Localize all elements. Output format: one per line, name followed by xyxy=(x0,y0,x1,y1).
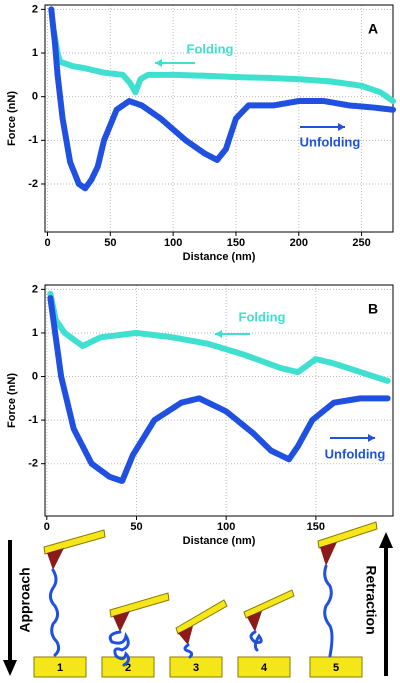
tip xyxy=(113,611,130,632)
tip xyxy=(178,626,193,645)
x-tick-label: 50 xyxy=(104,237,116,249)
plot-frame xyxy=(44,284,394,517)
tip xyxy=(47,548,64,570)
legend-label: Folding xyxy=(187,41,234,56)
retraction-label: Retraction xyxy=(363,565,379,634)
chart: -2 -1 0 1 2 0 50 100 150 Distance (nm) Force (nN) B… xyxy=(6,283,394,547)
tip xyxy=(247,611,262,632)
substrate xyxy=(237,656,291,678)
substrate xyxy=(309,656,363,678)
series-line xyxy=(47,295,391,485)
x-tick-label: 0 xyxy=(44,237,50,249)
x-tick-label: 100 xyxy=(164,237,182,249)
panel-label: B xyxy=(368,301,378,317)
panel-label: A xyxy=(368,21,378,37)
cantilever xyxy=(317,521,378,549)
legend-label: Folding xyxy=(239,309,286,324)
approach-label: Approach xyxy=(17,567,33,632)
y-tick-label: 1 xyxy=(32,47,38,59)
legend-arrow-head xyxy=(368,434,375,442)
protein xyxy=(249,630,263,652)
y-tick-label: 0 xyxy=(32,370,38,382)
x-tick-label: 150 xyxy=(307,521,325,533)
legend-arrow-head xyxy=(215,330,222,338)
x-axis-title: Distance (nm) xyxy=(183,535,256,547)
protein xyxy=(323,564,334,658)
substrate xyxy=(169,656,223,678)
arrow-head xyxy=(379,532,393,548)
cantilever xyxy=(109,592,170,618)
y-tick-label: -1 xyxy=(28,134,38,146)
y-axis-title: Force (nN) xyxy=(6,373,18,428)
x-tick-label: 50 xyxy=(130,521,142,533)
series-line xyxy=(48,6,396,192)
y-tick-label: 2 xyxy=(32,283,38,295)
x-tick-label: 200 xyxy=(290,237,308,249)
cantilever xyxy=(43,529,106,555)
protein xyxy=(183,643,194,659)
step-number: 5 xyxy=(333,662,339,674)
tip xyxy=(320,542,337,566)
x-tick-label: 100 xyxy=(217,521,235,533)
protein xyxy=(108,630,131,667)
x-tick-label: 0 xyxy=(44,521,50,533)
x-axis-title: Distance (nm) xyxy=(183,251,256,263)
diagram: Approach Retraction 1 2 3 4 5 xyxy=(3,521,393,678)
y-tick-label: 0 xyxy=(32,91,38,103)
y-axis-title: Force (nN) xyxy=(6,91,18,146)
step-number: 1 xyxy=(57,662,63,674)
series-line xyxy=(47,290,391,384)
y-tick-label: -2 xyxy=(28,178,38,190)
step-number: 3 xyxy=(193,662,199,674)
y-tick-label: 2 xyxy=(32,3,38,15)
cantilever xyxy=(243,589,295,619)
legend-label: Unfolding xyxy=(325,446,386,461)
arrow-head xyxy=(3,660,17,676)
x-tick-label: 250 xyxy=(352,237,370,249)
legend-label: Unfolding xyxy=(300,134,361,149)
y-tick-label: -2 xyxy=(28,458,38,470)
series-line xyxy=(50,28,396,105)
protein xyxy=(48,568,61,657)
legend-arrow-head xyxy=(338,123,345,131)
plot-frame xyxy=(44,4,394,233)
cantilever xyxy=(175,599,228,635)
x-tick-label: 150 xyxy=(227,237,245,249)
y-tick-label: -1 xyxy=(28,414,38,426)
legend-arrow-head xyxy=(155,59,162,67)
step-number: 2 xyxy=(125,662,131,674)
substrate xyxy=(33,656,87,678)
chart: -2 -1 0 1 2 0 50 100 150 200 250 Distance (nm) Force… xyxy=(6,3,396,263)
step-number: 4 xyxy=(261,662,268,674)
y-tick-label: 1 xyxy=(32,327,38,339)
